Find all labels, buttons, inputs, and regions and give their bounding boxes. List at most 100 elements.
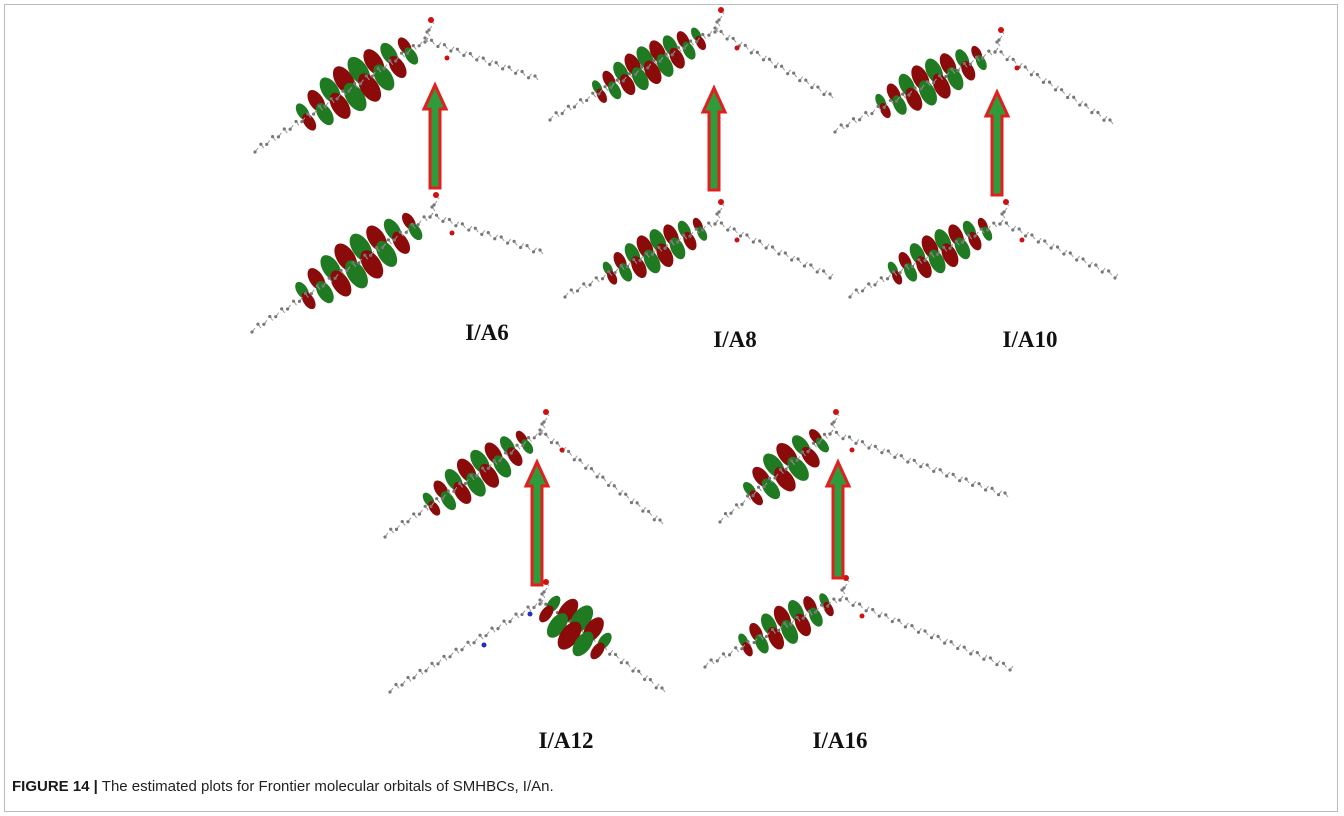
atom xyxy=(634,73,637,76)
atom xyxy=(790,459,793,462)
atom xyxy=(987,49,990,52)
oxygen xyxy=(543,409,549,415)
atom xyxy=(726,37,729,40)
atom xyxy=(328,277,331,280)
atom xyxy=(822,93,825,96)
atom xyxy=(502,620,505,623)
atom xyxy=(533,74,536,77)
atom xyxy=(1062,252,1065,255)
atom xyxy=(733,227,736,230)
atom xyxy=(550,441,553,444)
atom xyxy=(1078,103,1081,106)
atom xyxy=(526,605,529,608)
atom xyxy=(932,470,935,473)
atom xyxy=(393,238,396,241)
molecule xyxy=(383,409,663,539)
atom xyxy=(474,227,477,230)
atom xyxy=(330,97,333,100)
atom xyxy=(381,246,384,249)
atom xyxy=(653,518,656,521)
atom xyxy=(997,38,1000,41)
atom xyxy=(442,655,445,658)
atom xyxy=(394,683,397,686)
atom xyxy=(683,47,686,50)
atom xyxy=(961,241,964,244)
atom xyxy=(963,646,966,649)
atom xyxy=(848,435,851,438)
atom xyxy=(926,80,929,83)
atom xyxy=(460,648,463,651)
atom xyxy=(893,456,896,459)
atom xyxy=(1002,210,1005,213)
atom xyxy=(901,93,904,96)
atom xyxy=(658,60,661,63)
atom xyxy=(448,218,451,221)
atom xyxy=(745,233,748,236)
atom xyxy=(630,501,633,504)
atom xyxy=(388,690,391,693)
atom xyxy=(740,503,743,506)
atom xyxy=(718,520,721,523)
molecule xyxy=(833,27,1113,134)
atom xyxy=(513,240,516,243)
arrow-outline xyxy=(424,85,446,188)
atom xyxy=(973,235,976,238)
atom xyxy=(345,269,348,272)
atom xyxy=(848,295,851,298)
atom xyxy=(997,493,1000,496)
atom xyxy=(783,622,786,625)
atom xyxy=(422,215,425,218)
atom xyxy=(590,467,593,470)
atom xyxy=(771,245,774,248)
atom xyxy=(944,75,947,78)
atom xyxy=(412,512,415,515)
atom xyxy=(588,283,591,286)
atom xyxy=(375,246,378,249)
atom xyxy=(765,246,768,249)
atom xyxy=(880,451,883,454)
atom xyxy=(777,252,780,255)
atom xyxy=(801,450,804,453)
atom xyxy=(482,57,485,60)
atom xyxy=(976,651,979,654)
atom xyxy=(430,39,433,42)
atom xyxy=(613,484,616,487)
atom xyxy=(620,661,623,664)
atom xyxy=(701,33,704,36)
atom xyxy=(618,492,621,495)
panel-label: I/A8 xyxy=(713,327,756,352)
atom xyxy=(756,51,759,54)
atom xyxy=(304,292,307,295)
atom xyxy=(555,111,558,114)
atom xyxy=(347,90,350,93)
atom xyxy=(454,224,457,227)
atom xyxy=(820,604,823,607)
atom xyxy=(975,56,978,59)
atom xyxy=(412,44,415,47)
atom xyxy=(1096,111,1099,114)
atom xyxy=(1072,96,1075,99)
atom xyxy=(995,663,998,666)
atom xyxy=(1037,240,1040,243)
atom xyxy=(878,615,881,618)
atom xyxy=(603,85,606,88)
atom xyxy=(490,627,493,630)
atom xyxy=(802,617,805,620)
atom xyxy=(567,105,570,108)
nitrogen xyxy=(482,643,487,648)
atom xyxy=(481,467,484,470)
molecule xyxy=(718,409,1008,524)
atom xyxy=(601,476,604,479)
atom xyxy=(876,105,879,108)
atom xyxy=(999,50,1002,53)
atom xyxy=(828,432,831,435)
page: I/A6I/A8I/A10I/A12I/A16 FIGURE 14 | The … xyxy=(0,0,1344,816)
atom xyxy=(622,79,625,82)
atom xyxy=(822,269,825,272)
atom xyxy=(341,90,344,93)
atom xyxy=(508,620,511,623)
atom xyxy=(792,72,795,75)
atom xyxy=(861,289,864,292)
atom xyxy=(461,222,464,225)
panel-label: I/A12 xyxy=(539,728,594,753)
